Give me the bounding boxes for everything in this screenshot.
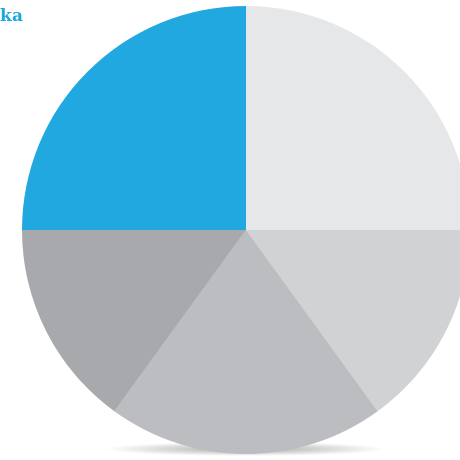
- pie-slice-2: [246, 230, 460, 412]
- pie-slice-4: [22, 230, 246, 412]
- pie-slice-1: [246, 6, 460, 230]
- pie-slice-3: [114, 230, 378, 454]
- pie-slices: [22, 6, 460, 454]
- pie-slice-5: [22, 6, 246, 230]
- chart-title-fragment: ka: [0, 6, 24, 26]
